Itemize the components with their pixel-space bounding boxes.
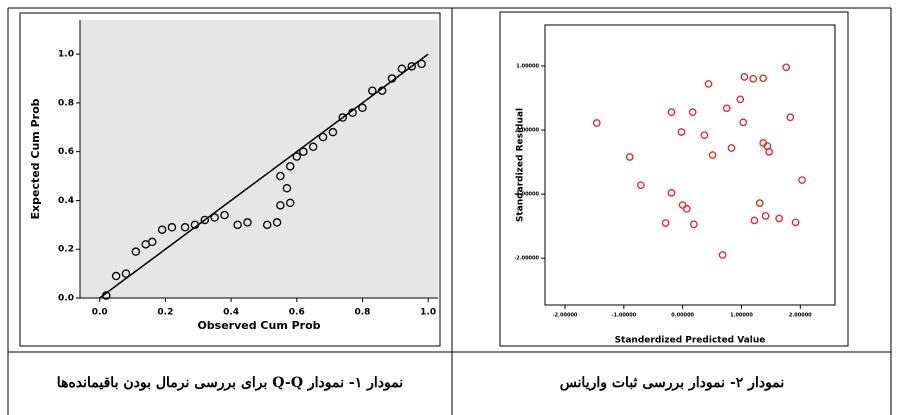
- point: [700, 131, 709, 140]
- point: [397, 64, 407, 74]
- y-tick-label: 0.8: [58, 98, 74, 108]
- point: [368, 86, 377, 95]
- y-axis-label: Expected Cum Prob: [29, 98, 42, 219]
- point: [348, 108, 357, 117]
- point: [739, 118, 748, 127]
- point: [157, 225, 167, 234]
- point: [667, 108, 676, 116]
- x-tick-label: -2.00000: [553, 313, 578, 319]
- point: [682, 205, 691, 213]
- point: [190, 220, 200, 230]
- point: [262, 220, 272, 230]
- y-tick-label: -2.00000: [514, 256, 539, 262]
- y-tick-label: 0.2: [58, 245, 74, 255]
- caption: نمودار ۱- نمودار Q-Q برای بررسی نرمال بو…: [57, 375, 403, 391]
- point: [761, 212, 770, 220]
- point: [740, 73, 749, 81]
- point: [688, 108, 697, 116]
- point: [689, 220, 698, 229]
- point: [798, 176, 806, 184]
- x-tick-label: -1.00000: [611, 313, 636, 319]
- y-axis-label: Standardized Residual: [516, 108, 526, 222]
- point: [328, 127, 338, 137]
- point: [727, 144, 736, 152]
- caption: نمودار ۲- نمودار بررسی ثبات واریانس: [560, 375, 785, 391]
- point: [736, 95, 745, 104]
- point: [358, 103, 367, 113]
- x-tick-label: 0.8: [354, 308, 370, 318]
- point: [718, 251, 727, 259]
- point: [200, 215, 210, 225]
- x-axis-label: Standerdized Predicted Value: [615, 336, 766, 346]
- point: [318, 132, 328, 142]
- point: [759, 74, 768, 83]
- x-tick-label: 1.00000: [730, 313, 753, 319]
- point: [755, 199, 764, 207]
- point: [387, 74, 397, 83]
- x-tick-label: 0.0: [92, 308, 108, 318]
- point: [299, 147, 308, 156]
- point: [282, 184, 292, 193]
- point: [148, 237, 157, 247]
- point: [678, 201, 687, 209]
- x-tick-label: 0.00000: [671, 313, 694, 319]
- point: [131, 247, 141, 256]
- point: [750, 216, 759, 225]
- point: [667, 189, 676, 197]
- x-tick-label: 0.4: [223, 308, 239, 318]
- point: [292, 152, 302, 161]
- point: [220, 210, 229, 220]
- x-axis-label: Observed Cum Prob: [197, 319, 320, 332]
- x-tick-label: 0.6: [289, 308, 305, 318]
- table-frame: [7, 7, 892, 415]
- y-tick-label: 1.0: [58, 50, 74, 60]
- point: [276, 171, 285, 181]
- y-tick-label: -1.00000: [514, 192, 539, 198]
- chart-frame: [19, 12, 441, 347]
- y-tick-label: 0.4: [58, 196, 74, 206]
- point: [377, 86, 387, 95]
- y-tick-label: 1.00000: [516, 64, 539, 70]
- point: [243, 218, 252, 227]
- plot-area: [544, 24, 836, 306]
- y-tick-label: 0.00000: [516, 128, 539, 134]
- point: [111, 271, 121, 281]
- point: [786, 113, 795, 122]
- point: [338, 113, 348, 122]
- point: [637, 181, 645, 190]
- point: [417, 59, 426, 69]
- point: [625, 153, 634, 161]
- point: [677, 128, 686, 136]
- point: [276, 201, 285, 210]
- point: [749, 74, 758, 83]
- point: [272, 218, 282, 227]
- x-tick-label: 1.0: [420, 308, 436, 318]
- point: [765, 148, 773, 156]
- point: [210, 213, 219, 222]
- point: [791, 218, 800, 227]
- point: [285, 162, 295, 171]
- x-tick-label: 2.00000: [789, 313, 812, 319]
- point: [102, 291, 111, 300]
- point: [285, 198, 295, 208]
- point: [782, 63, 791, 72]
- point: [233, 220, 242, 230]
- y-tick-label: 0.0: [58, 294, 74, 304]
- point: [722, 104, 731, 113]
- point: [592, 119, 601, 127]
- chart-frame: [499, 11, 849, 347]
- point: [407, 62, 416, 71]
- point: [121, 269, 131, 278]
- point: [180, 223, 190, 232]
- plot-area: [80, 20, 438, 298]
- point: [661, 219, 670, 227]
- point: [167, 223, 177, 232]
- point: [775, 214, 783, 223]
- point: [704, 80, 713, 88]
- point: [708, 151, 717, 159]
- point: [308, 142, 318, 152]
- x-tick-label: 0.2: [157, 308, 173, 318]
- y-tick-label: 0.6: [58, 147, 74, 157]
